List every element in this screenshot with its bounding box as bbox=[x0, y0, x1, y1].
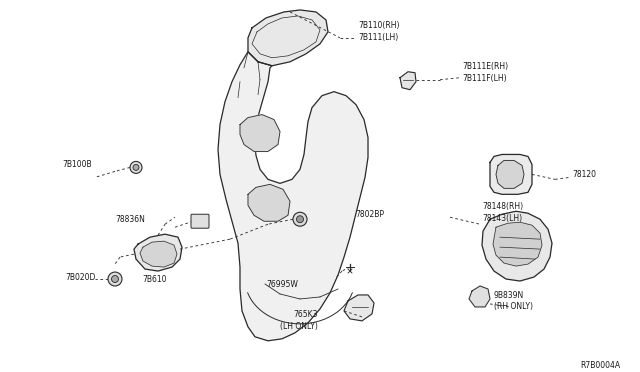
Text: 7B020D: 7B020D bbox=[65, 273, 95, 282]
Circle shape bbox=[293, 212, 307, 226]
Circle shape bbox=[130, 161, 142, 173]
Circle shape bbox=[111, 276, 118, 282]
Text: 78836N: 78836N bbox=[115, 215, 145, 224]
Circle shape bbox=[133, 164, 139, 170]
Polygon shape bbox=[482, 211, 552, 281]
Text: 78148(RH)
78143(LH): 78148(RH) 78143(LH) bbox=[482, 202, 523, 223]
Circle shape bbox=[296, 216, 303, 223]
Polygon shape bbox=[140, 241, 177, 267]
Text: 7B110(RH)
7B111(LH): 7B110(RH) 7B111(LH) bbox=[358, 22, 399, 42]
Polygon shape bbox=[240, 115, 280, 151]
Circle shape bbox=[108, 272, 122, 286]
Polygon shape bbox=[400, 72, 416, 90]
FancyBboxPatch shape bbox=[191, 214, 209, 228]
Polygon shape bbox=[490, 154, 532, 194]
Text: 76995W: 76995W bbox=[266, 279, 298, 289]
Polygon shape bbox=[218, 52, 368, 341]
Text: 765K3
(LH ONLY): 765K3 (LH ONLY) bbox=[280, 311, 318, 331]
Polygon shape bbox=[248, 10, 328, 66]
Polygon shape bbox=[496, 160, 524, 188]
Text: 7802BP: 7802BP bbox=[355, 210, 384, 219]
Text: 7B100B: 7B100B bbox=[62, 160, 92, 169]
Polygon shape bbox=[248, 185, 290, 221]
Text: 7B111E(RH)
7B111F(LH): 7B111E(RH) 7B111F(LH) bbox=[462, 62, 508, 83]
Polygon shape bbox=[493, 222, 542, 266]
Text: R7B0004A: R7B0004A bbox=[580, 361, 620, 370]
Text: 7B610: 7B610 bbox=[143, 275, 167, 283]
Text: 9B839N
(RH ONLY): 9B839N (RH ONLY) bbox=[494, 291, 533, 311]
Text: 78120: 78120 bbox=[572, 170, 596, 179]
Polygon shape bbox=[344, 295, 374, 321]
Polygon shape bbox=[469, 286, 490, 307]
Polygon shape bbox=[134, 234, 182, 271]
